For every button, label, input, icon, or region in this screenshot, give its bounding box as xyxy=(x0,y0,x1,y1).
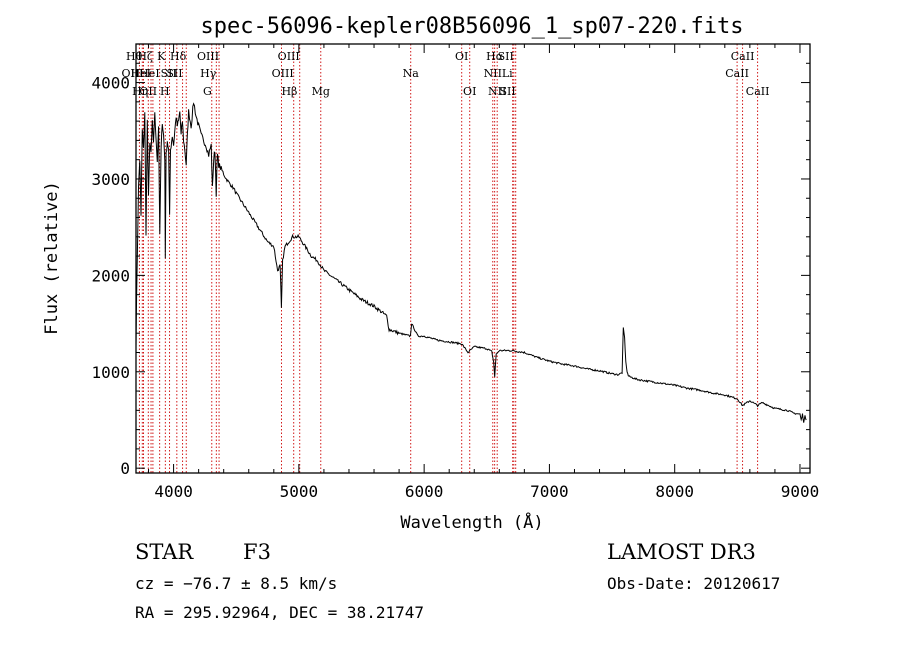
spectrum-line xyxy=(135,102,807,423)
line-label: SII xyxy=(499,85,515,98)
x-tick-label: 9000 xyxy=(781,482,820,501)
x-axis-label: Wavelength (Å) xyxy=(400,511,543,533)
survey-name: LAMOST DR3 xyxy=(607,540,756,564)
line-label: CaII xyxy=(731,50,755,63)
object-class: STAR xyxy=(135,540,194,564)
line-label: Hδ xyxy=(170,50,187,63)
line-label: Li xyxy=(502,67,513,80)
y-tick-label: 0 xyxy=(120,459,130,478)
line-label: Hγ xyxy=(200,67,217,80)
x-tick-label: 7000 xyxy=(530,482,569,501)
y-tick-label: 2000 xyxy=(91,266,130,285)
line-label: CaII xyxy=(725,67,749,80)
line-label: Hα xyxy=(486,50,504,63)
coordinates: RA = 295.92964, DEC = 38.21747 xyxy=(135,603,424,622)
x-tick-label: 8000 xyxy=(655,482,694,501)
line-label: SII xyxy=(161,67,177,80)
plot-frame xyxy=(135,43,811,474)
line-label: Na xyxy=(403,67,420,80)
line-label: HeI xyxy=(139,67,159,80)
chart-title: spec-56096-kepler08B56096_1_sp07-220.fit… xyxy=(200,14,743,39)
x-axis-ticks: 4000 5000 6000 7000 8000 9000 xyxy=(148,44,820,501)
line-label: OIII xyxy=(272,67,294,80)
spectral-line-markers xyxy=(138,44,759,473)
line-label: Mg xyxy=(312,85,330,98)
spectrum-series xyxy=(135,102,807,423)
line-label: NII xyxy=(488,85,506,98)
y-axis-ticks: 0 1000 2000 3000 4000 xyxy=(91,62,810,478)
line-label: Hζ xyxy=(137,50,153,63)
line-label: SII xyxy=(498,50,514,63)
line-label: OI xyxy=(463,85,476,98)
line-label: NII xyxy=(484,67,502,80)
line-label: SII xyxy=(166,67,182,80)
y-tick-label: 1000 xyxy=(91,363,130,382)
line-label: CaII xyxy=(746,85,770,98)
object-subclass: F3 xyxy=(243,540,271,564)
line-label: G xyxy=(203,85,212,98)
line-label: OIII xyxy=(121,67,143,80)
line-label: OIII xyxy=(197,50,219,63)
y-tick-label: 3000 xyxy=(91,170,130,189)
obs-date: Obs-Date: 20120617 xyxy=(607,574,780,593)
line-label: Hη xyxy=(132,85,148,98)
line-label: Hβ xyxy=(281,85,297,98)
line-label: H xyxy=(160,85,170,98)
line-label: OI xyxy=(455,50,468,63)
redshift-cz: cz = −76.7 ± 8.5 km/s xyxy=(135,574,337,593)
x-tick-label: 4000 xyxy=(154,482,193,501)
line-label: K xyxy=(157,50,166,63)
y-axis-label: Flux (relative) xyxy=(42,181,62,335)
line-label: OIII xyxy=(278,50,300,63)
x-tick-label: 5000 xyxy=(280,482,319,501)
line-label: Hθ xyxy=(126,50,143,63)
y-tick-label: 4000 xyxy=(91,74,130,93)
line-label: OII xyxy=(139,85,157,98)
x-tick-label: 6000 xyxy=(405,482,444,501)
